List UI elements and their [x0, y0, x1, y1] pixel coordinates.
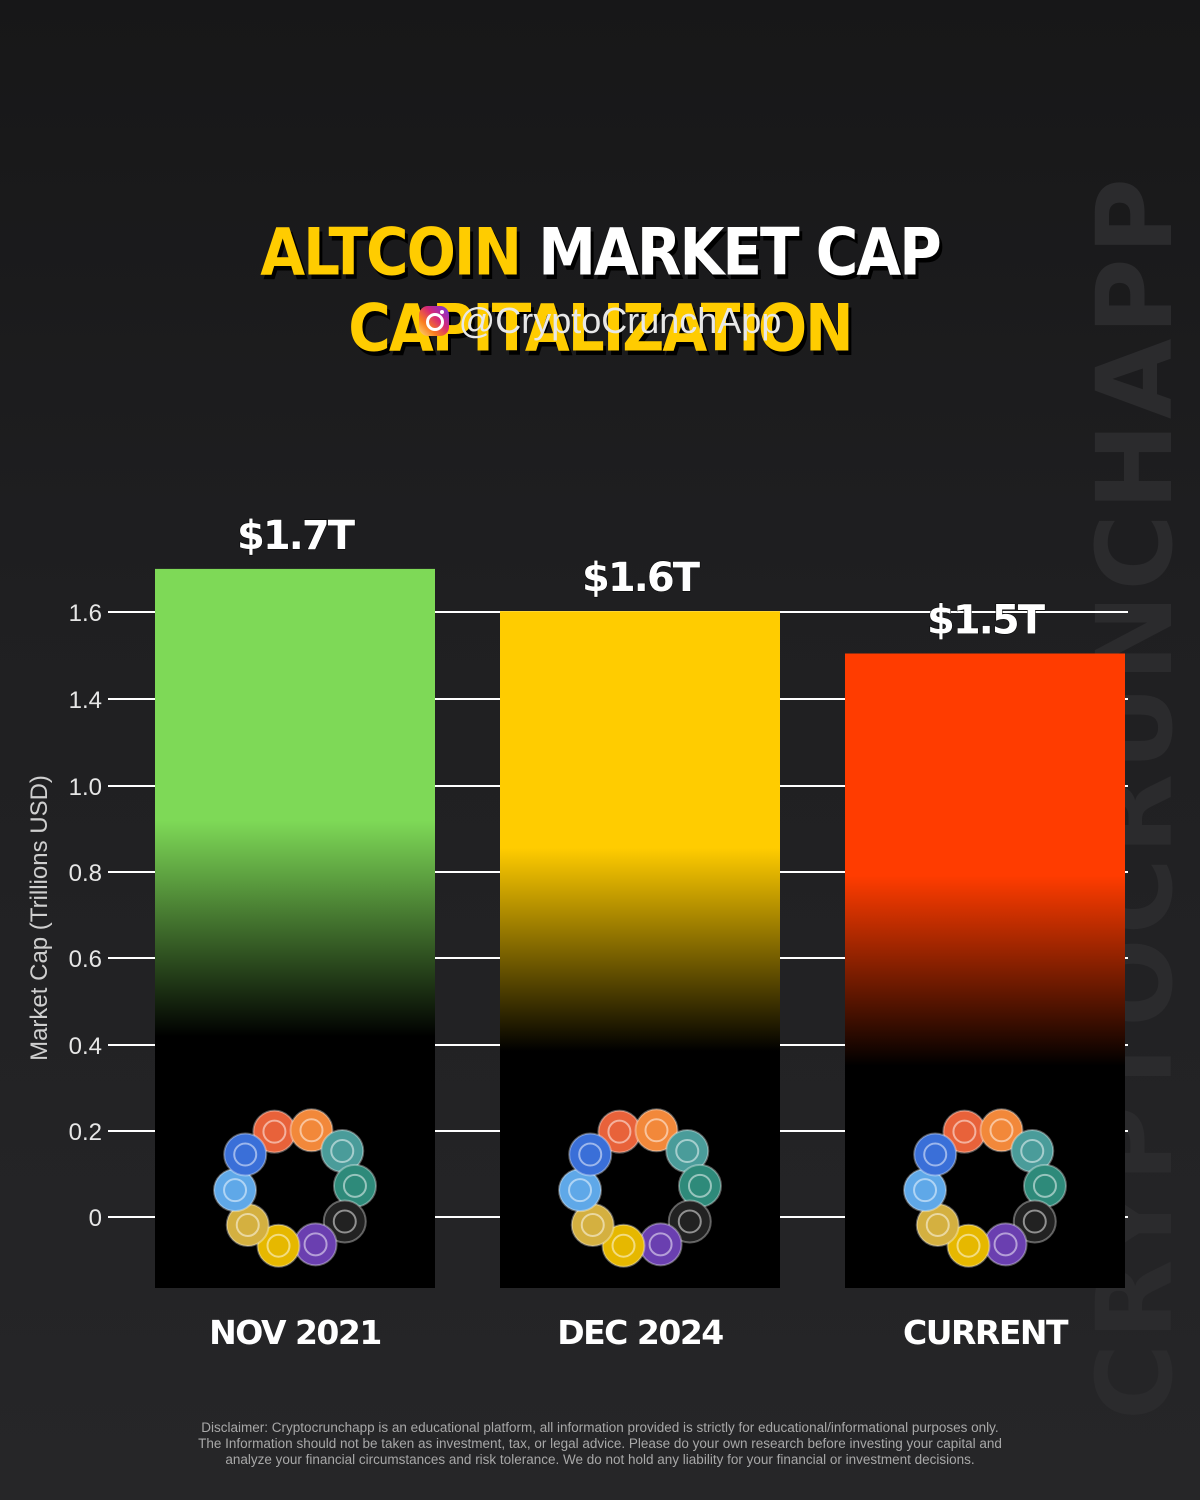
data-label: $1.7T	[237, 513, 356, 559]
y-tick-label: 1.6	[69, 600, 102, 627]
data-label: $1.6T	[582, 555, 701, 601]
bar-2	[845, 653, 1125, 1288]
x-tick-label: NOV 2021	[209, 1313, 381, 1352]
y-tick-label: 1.0	[69, 774, 102, 801]
disclaimer: Disclaimer: Cryptocrunchapp is an educat…	[100, 1420, 1100, 1468]
y-tick-label: 0	[89, 1205, 102, 1232]
x-tick-label: DEC 2024	[557, 1313, 723, 1352]
instagram-icon	[418, 306, 449, 336]
y-tick-label: 0.8	[69, 860, 102, 887]
data-label: $1.5T	[927, 598, 1046, 644]
y-tick-label: 1.4	[69, 687, 102, 714]
y-tick-label: 0.4	[69, 1033, 102, 1060]
bar-chart: 0 0.2 0.4 0.6 0.8 1.0 1.4 1.6 Market Cap (Trilli…	[26, 512, 1125, 1352]
crypto-coins-icon	[903, 1108, 1067, 1268]
disclaimer-line-1: Disclaimer: Cryptocrunchapp is an educat…	[201, 1420, 999, 1435]
y-axis-label: Market Cap (Trillions USD)	[26, 775, 53, 1061]
disclaimer-line-2: The Information should not be taken as i…	[198, 1436, 1002, 1451]
bar-0	[155, 568, 435, 1288]
disclaimer-line-3: analyze your financial circumstances and…	[225, 1452, 975, 1467]
handle-text: @CryptoCrunchApp	[458, 300, 782, 341]
y-tick-label: 0.2	[69, 1119, 102, 1146]
crypto-coins-icon	[213, 1108, 377, 1268]
x-tick-label: CURRENT	[903, 1313, 1069, 1352]
y-tick-label: 0.6	[69, 946, 102, 973]
crypto-coins-icon	[558, 1108, 722, 1268]
title-part-altcoin: ALTCOIN	[260, 213, 522, 290]
title-part-market-cap: MARKET CAP	[538, 213, 942, 290]
social-handle: @CryptoCrunchApp	[0, 300, 1200, 342]
bar-1	[500, 611, 780, 1288]
